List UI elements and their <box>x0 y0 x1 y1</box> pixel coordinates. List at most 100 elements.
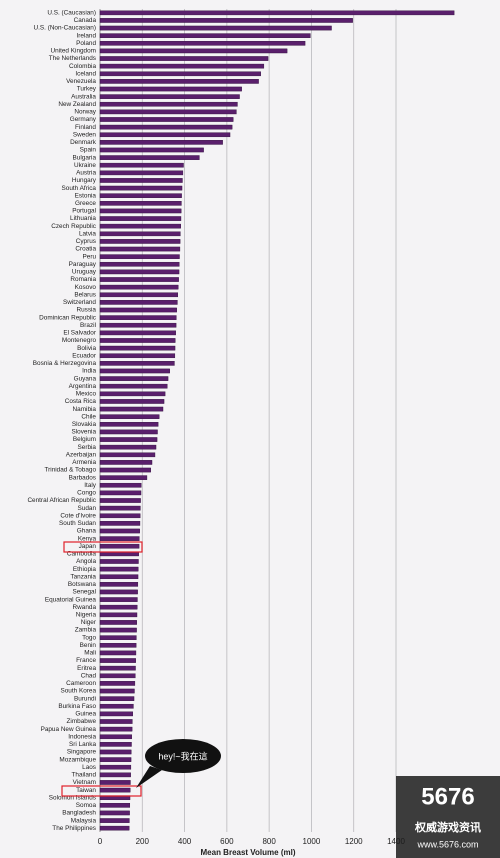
y-tick-label: Argentina <box>69 383 97 390</box>
bar <box>99 117 234 122</box>
y-tick-label: Kosovo <box>75 284 97 291</box>
bar <box>99 368 170 374</box>
y-tick-label: Canada <box>74 17 97 24</box>
bar <box>99 330 176 336</box>
y-tick-label: Bolivia <box>77 345 96 352</box>
bar <box>99 56 269 61</box>
x-tick-label: 1200 <box>345 837 363 846</box>
bar <box>99 178 183 183</box>
y-tick-label: Bulgaria <box>73 154 97 161</box>
bar <box>99 490 142 496</box>
y-tick-label: Costa Rica <box>65 398 97 405</box>
bar <box>99 513 141 519</box>
y-tick-label: Slovakia <box>72 421 97 428</box>
x-tick-label: 400 <box>178 837 192 846</box>
bar <box>99 155 200 160</box>
y-tick-label: Benin <box>80 642 97 649</box>
watermark-logo: 5676 <box>421 783 474 810</box>
bar <box>99 277 179 282</box>
bar <box>99 536 140 541</box>
bar <box>99 681 136 686</box>
bar <box>99 239 181 244</box>
y-tick-label: Germany <box>70 116 97 123</box>
bar <box>99 597 138 602</box>
bar <box>99 528 140 534</box>
speech-bubble: hey!~我在這 <box>136 739 221 788</box>
y-tick-label: Botswana <box>68 581 97 588</box>
y-tick-label: Latvia <box>79 230 96 237</box>
bar <box>99 124 233 130</box>
y-tick-label: Spain <box>80 147 97 154</box>
bar <box>99 345 176 351</box>
bar <box>99 749 132 755</box>
y-tick-label: Barbados <box>69 474 96 481</box>
y-tick-label: Rwanda <box>73 604 97 611</box>
y-tick-label: Burkina Faso <box>58 703 96 710</box>
bar <box>99 475 148 480</box>
y-tick-label: Greece <box>75 200 96 207</box>
watermark: 5676 权威游戏资讯 www.5676.com <box>396 776 500 858</box>
y-tick-label: Zimbabwe <box>67 718 97 725</box>
highlight-box <box>61 785 142 797</box>
bar <box>99 764 132 770</box>
bar <box>99 300 178 305</box>
bar <box>99 292 179 298</box>
bar <box>99 742 132 747</box>
y-tick-label: Czech Republic <box>51 223 97 230</box>
y-tick-label: Vietnam <box>73 779 96 786</box>
bar <box>99 658 136 663</box>
y-tick-label: Norway <box>74 109 96 116</box>
y-tick-label: Brazil <box>80 322 96 329</box>
y-tick-label: Ghana <box>77 528 97 535</box>
y-tick-label: Serbia <box>78 444 97 451</box>
y-tick-label: United Kingdom <box>51 48 96 55</box>
bar <box>99 132 231 138</box>
y-tick-label: Portugal <box>72 208 96 215</box>
y-tick-label: Mozambique <box>59 756 96 763</box>
bar <box>99 505 141 511</box>
bar <box>99 467 151 473</box>
y-tick-label: Cameroon <box>66 680 96 687</box>
bar <box>99 353 176 359</box>
bar <box>99 201 182 206</box>
y-tick-label: Taiwan <box>76 787 96 794</box>
bar <box>99 322 177 328</box>
y-tick-label: Laos <box>82 764 96 771</box>
bar <box>99 582 139 587</box>
y-tick-label: Paraguay <box>69 261 97 268</box>
y-tick-label: Lithuania <box>70 215 96 222</box>
bar <box>99 361 175 366</box>
y-tick-label: El Salvador <box>63 330 97 337</box>
watermark-url: www.5676.com <box>416 839 478 849</box>
bar <box>99 825 130 831</box>
bar <box>99 216 182 221</box>
y-tick-label: India <box>82 368 96 375</box>
y-tick-label: Belarus <box>74 291 96 298</box>
y-tick-label: The Philippines <box>52 825 96 832</box>
bar <box>99 559 139 564</box>
y-tick-label: Sweden <box>73 131 97 138</box>
bar <box>99 246 181 252</box>
bar <box>99 673 136 679</box>
y-tick-label: Chad <box>81 672 97 679</box>
bar <box>99 574 139 580</box>
bar <box>99 315 177 320</box>
y-tick-label: Montenegro <box>62 337 97 344</box>
y-tick-label: Belgium <box>73 436 96 443</box>
y-tick-label: Bangladesh <box>62 810 96 817</box>
bar <box>99 399 165 404</box>
y-tick-label: Nigeria <box>76 612 97 619</box>
bar <box>99 589 138 595</box>
bar <box>99 231 181 237</box>
bar <box>99 383 168 389</box>
y-tick-label: Congo <box>77 490 96 497</box>
bar <box>99 437 158 442</box>
bar <box>99 25 332 31</box>
x-tick-label: 600 <box>220 837 234 846</box>
bar <box>99 818 130 823</box>
bar <box>99 810 130 816</box>
bar <box>99 71 261 77</box>
y-tick-label: Finland <box>75 124 96 131</box>
